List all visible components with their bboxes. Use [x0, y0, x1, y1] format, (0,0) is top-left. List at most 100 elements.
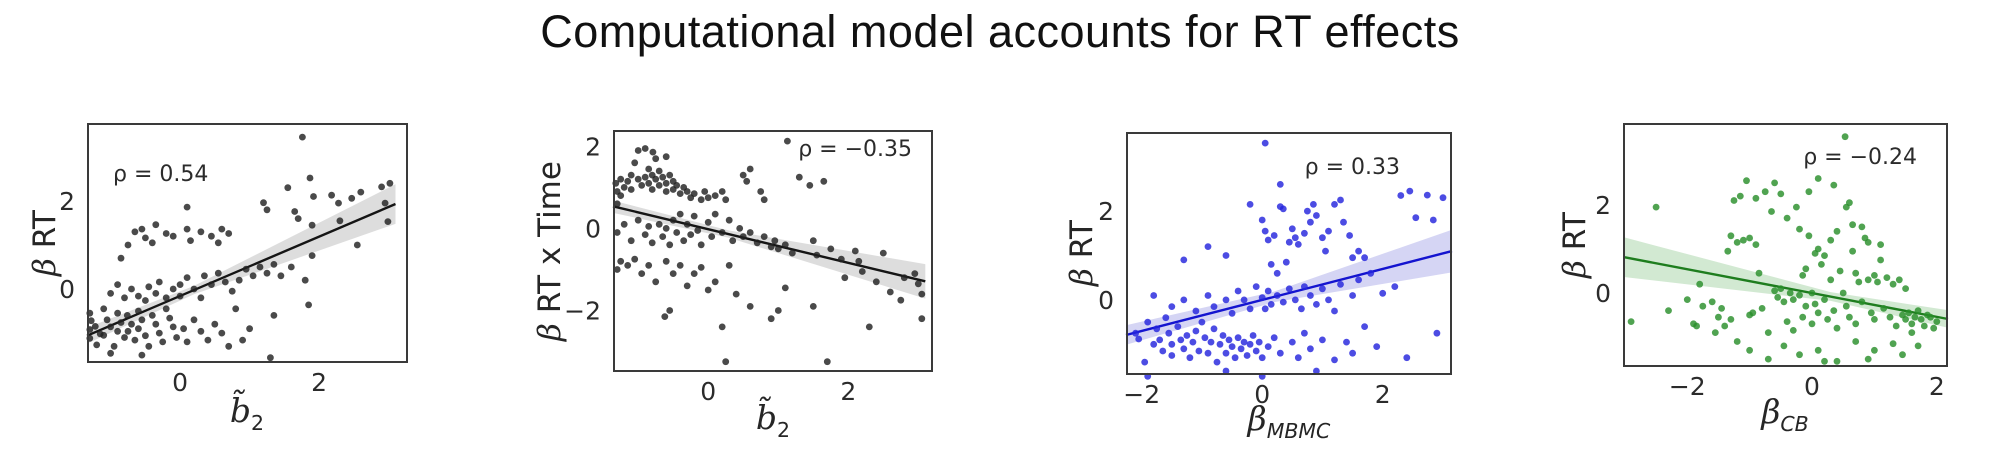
data-point: [661, 313, 669, 320]
data-point: [1895, 276, 1903, 284]
data-point: [197, 228, 205, 236]
data-point: [1761, 188, 1769, 196]
data-point: [1180, 345, 1188, 353]
data-point: [1665, 307, 1672, 314]
data-point: [1727, 232, 1735, 240]
data-point: [662, 153, 670, 161]
data-point: [128, 285, 135, 293]
data-point: [627, 237, 635, 245]
data-point: [1276, 349, 1284, 357]
data-point: [1886, 313, 1894, 321]
data-point: [1285, 285, 1293, 293]
data-point: [310, 193, 317, 200]
data-point: [121, 334, 128, 341]
data-point: [110, 342, 118, 350]
data-point: [1325, 296, 1332, 304]
data-point: [1162, 314, 1170, 322]
data-point: [897, 296, 905, 304]
data-point: [256, 263, 264, 271]
data-point: [617, 257, 625, 265]
data-point: [100, 331, 108, 339]
data-point: [138, 351, 146, 359]
data-point: [757, 188, 765, 195]
data-point: [114, 309, 121, 317]
data-point: [1917, 316, 1925, 323]
data-point: [1331, 307, 1338, 315]
data-point: [348, 194, 356, 202]
data-point: [645, 179, 653, 187]
data-point: [1908, 329, 1916, 336]
data-point: [1699, 302, 1707, 310]
data-point: [263, 269, 271, 277]
data-point: [138, 225, 146, 233]
data-point: [1889, 340, 1897, 348]
data-point: [1836, 267, 1844, 275]
data-point: [1349, 254, 1356, 262]
data-point: [690, 270, 698, 277]
data-point: [652, 278, 660, 286]
data-point: [645, 165, 653, 173]
data-point: [1874, 278, 1881, 286]
data-point: [774, 307, 782, 314]
data-point: [1319, 234, 1326, 242]
data-point: [260, 199, 267, 207]
data-point: [93, 341, 101, 349]
data-point: [1373, 343, 1381, 350]
data-point: [725, 262, 733, 269]
data-point: [669, 270, 677, 277]
data-point: [1764, 329, 1772, 336]
data-point: [736, 225, 744, 232]
data-point: [641, 173, 649, 181]
data-point: [666, 307, 674, 314]
data-point: [673, 182, 681, 189]
data-point: [1222, 296, 1230, 304]
data-point: [631, 159, 639, 167]
data-point: [1780, 298, 1788, 306]
data-point: [1198, 318, 1206, 326]
data-point: [1153, 325, 1161, 333]
data-point: [114, 327, 121, 335]
data-point: [711, 278, 719, 286]
data-point: [135, 292, 142, 300]
confidence-band: [87, 184, 396, 344]
data-point: [1307, 218, 1314, 226]
data-point: [1177, 336, 1185, 344]
data-point: [1291, 296, 1299, 304]
data-point: [1752, 241, 1760, 248]
data-point: [162, 305, 170, 313]
data-point: [1406, 187, 1414, 195]
data-point: [121, 294, 128, 302]
data-point: [1768, 208, 1775, 215]
data-point: [1183, 332, 1191, 339]
data-point: [722, 358, 730, 366]
data-point: [1355, 276, 1362, 284]
data-point: [1871, 316, 1878, 323]
data-point: [645, 262, 653, 269]
data-point: [624, 177, 632, 185]
data-point: [1319, 285, 1326, 293]
data-point: [1270, 334, 1278, 342]
data-point: [328, 191, 335, 199]
x-tick-label: 0: [1254, 380, 1270, 409]
data-point: [190, 316, 198, 324]
data-point: [858, 268, 866, 275]
data-point: [1758, 305, 1766, 312]
data-point: [1814, 346, 1822, 354]
data-point: [781, 284, 789, 292]
data-point: [1361, 323, 1368, 330]
data-point: [1219, 332, 1227, 339]
data-point: [1285, 238, 1293, 246]
data-point: [1156, 336, 1164, 344]
data-point: [131, 336, 139, 344]
data-point: [246, 325, 254, 333]
data-point: [1796, 291, 1803, 299]
data-point: [1361, 254, 1368, 262]
data-point: [1337, 196, 1344, 204]
data-point: [1821, 252, 1828, 259]
data-point: [1273, 269, 1281, 277]
data-point: [1802, 302, 1810, 310]
scatter-plot-mbmc-rt: −2 0 2 0 2: [1098, 132, 1453, 409]
data-point: [900, 274, 908, 282]
data-point: [704, 194, 712, 202]
